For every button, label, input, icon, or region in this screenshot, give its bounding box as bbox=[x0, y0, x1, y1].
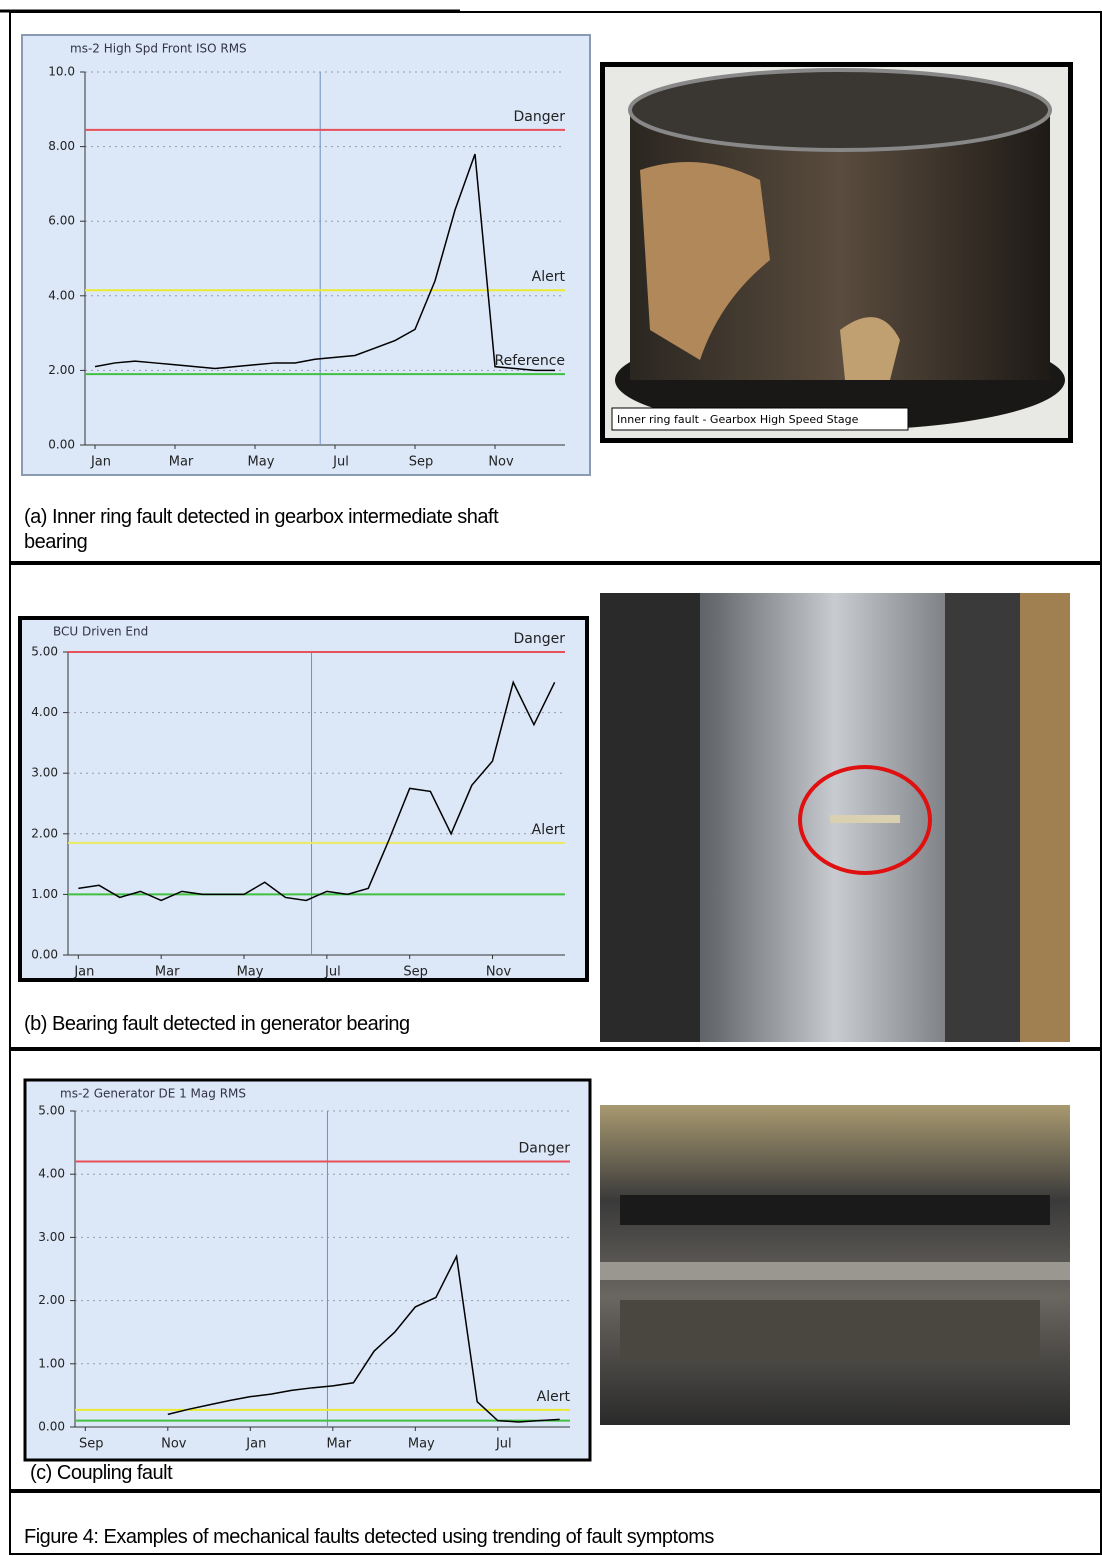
x-tick-label: Sep bbox=[403, 965, 428, 980]
photo-label: Inner ring fault - Gearbox High Speed St… bbox=[617, 413, 859, 426]
threshold-label: Danger bbox=[514, 109, 566, 125]
x-tick-label: Jul bbox=[324, 965, 341, 980]
y-tick-label: 0.00 bbox=[48, 438, 75, 452]
photo-shade bbox=[600, 593, 700, 1042]
corrosion bbox=[840, 317, 900, 380]
x-tick-label: Nov bbox=[488, 455, 514, 470]
chart-title: ms-2 High Spd Front ISO RMS bbox=[70, 42, 247, 56]
photo-c bbox=[600, 1105, 1070, 1425]
x-tick-label: May bbox=[248, 455, 275, 470]
photo-a: Inner ring fault - Gearbox High Speed St… bbox=[600, 62, 1073, 443]
corrosion bbox=[640, 162, 770, 360]
coupling-edge bbox=[620, 1195, 1050, 1225]
threshold-label: Alert bbox=[532, 822, 566, 838]
x-tick-label: May bbox=[408, 1437, 435, 1452]
chart-title: ms-2 Generator DE 1 Mag RMS bbox=[60, 1087, 246, 1101]
y-tick-label: 5.00 bbox=[38, 1104, 65, 1118]
caption: (a) Inner ring fault detected in gearbox… bbox=[24, 506, 499, 553]
x-tick-label: Mar bbox=[155, 965, 180, 980]
photo-label-box bbox=[611, 407, 909, 431]
x-tick-label: Jan bbox=[73, 965, 94, 980]
y-tick-label: 0.00 bbox=[38, 1420, 65, 1434]
highlight-circle bbox=[798, 765, 932, 875]
photo-b bbox=[600, 593, 1070, 1042]
y-tick-label: 10.0 bbox=[48, 65, 75, 79]
x-tick-label: Nov bbox=[161, 1437, 187, 1452]
x-tick-label: Nov bbox=[486, 965, 512, 980]
y-tick-label: 2.00 bbox=[38, 1293, 65, 1307]
panel-frame bbox=[9, 563, 1102, 1049]
x-tick-label: May bbox=[237, 965, 264, 980]
caption: (c) Coupling fault bbox=[30, 1462, 173, 1484]
x-tick-label: Sep bbox=[79, 1437, 104, 1452]
y-tick-label: 4.00 bbox=[31, 705, 58, 719]
x-tick-label: Jul bbox=[332, 455, 349, 470]
y-tick-label: 3.00 bbox=[31, 766, 58, 780]
chart-frame bbox=[21, 34, 591, 476]
panel-frame bbox=[9, 1491, 1102, 1555]
x-tick-label: Mar bbox=[169, 455, 194, 470]
y-tick-label: 6.00 bbox=[48, 214, 75, 228]
x-tick-label: Mar bbox=[327, 1437, 352, 1452]
x-tick-label: Jan bbox=[90, 455, 111, 470]
series-line bbox=[78, 680, 556, 902]
chart-title: BCU Driven End bbox=[53, 625, 148, 639]
series-line bbox=[94, 153, 555, 372]
y-tick-label: 5.00 bbox=[31, 645, 58, 659]
photo-shade bbox=[945, 593, 1020, 1042]
threshold-label: Danger bbox=[519, 1141, 571, 1157]
y-tick-label: 2.00 bbox=[31, 826, 58, 840]
figure-caption: Figure 4: Examples of mechanical faults … bbox=[24, 1526, 714, 1548]
y-tick-label: 4.00 bbox=[38, 1167, 65, 1181]
y-tick-label: 8.00 bbox=[48, 139, 75, 153]
spall bbox=[830, 815, 900, 823]
threshold-label: Reference bbox=[495, 353, 566, 369]
y-tick-label: 1.00 bbox=[31, 887, 58, 901]
x-tick-label: Jan bbox=[245, 1437, 266, 1452]
y-tick-label: 0.00 bbox=[31, 948, 58, 962]
caption: (b) Bearing fault detected in generator … bbox=[24, 1013, 410, 1035]
y-tick-label: 2.00 bbox=[48, 363, 75, 377]
panel-frame bbox=[9, 11, 1102, 563]
y-tick-label: 1.00 bbox=[38, 1356, 65, 1370]
series-line bbox=[167, 1253, 560, 1423]
y-tick-label: 4.00 bbox=[48, 288, 75, 302]
charts: ms-2 High Spd Front ISO RMS 0.00 2.00 4.00 6… bbox=[18, 34, 592, 1462]
threshold-label: Danger bbox=[514, 631, 566, 647]
coupling-body bbox=[620, 1300, 1040, 1360]
coupling-band bbox=[600, 1262, 1070, 1280]
x-tick-label: Jul bbox=[495, 1437, 512, 1452]
panel-frame bbox=[9, 1049, 1102, 1491]
frames bbox=[0, 9, 1102, 1555]
chart-frame bbox=[18, 616, 589, 982]
y-tick-label: 3.00 bbox=[38, 1230, 65, 1244]
x-tick-label: Sep bbox=[409, 455, 434, 470]
ring-top bbox=[628, 68, 1052, 152]
threshold-label: Alert bbox=[537, 1389, 571, 1405]
threshold-label: Alert bbox=[532, 269, 566, 285]
photo-shade bbox=[1020, 593, 1070, 1042]
chart-frame bbox=[23, 1078, 592, 1462]
